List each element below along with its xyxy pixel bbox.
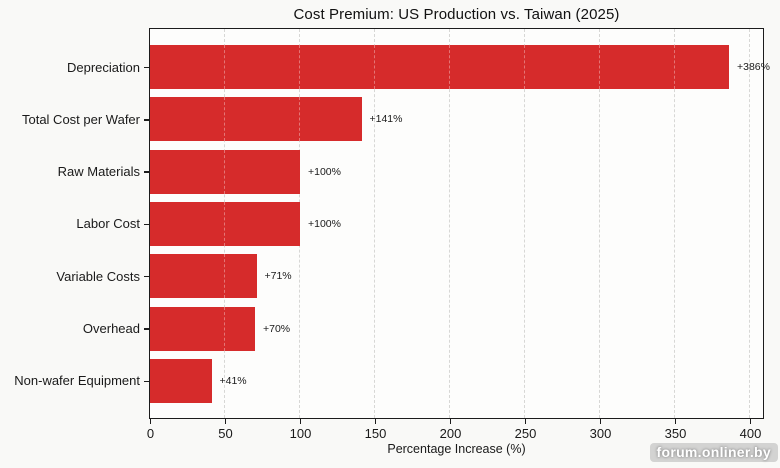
category-label: Total Cost per Wafer [21, 111, 140, 127]
x-tick-mark [374, 419, 377, 424]
y-tick-mark [144, 66, 149, 69]
x-tick-label: 0 [146, 426, 155, 441]
bar-value-label: +71% [264, 270, 292, 283]
bar-value-label: +100% [308, 165, 341, 178]
x-tick-label: 150 [364, 426, 387, 441]
x-axis-title: Percentage Increase (%) [387, 442, 526, 456]
bar-value-label: +41% [219, 374, 247, 387]
gridline [749, 29, 750, 418]
x-tick-label: 50 [218, 426, 233, 441]
x-tick-mark [599, 419, 602, 424]
gridline-over-bar [224, 97, 225, 142]
gridline-over-bar [299, 45, 300, 89]
bar [150, 97, 362, 142]
category-label: Variable Costs [56, 268, 140, 284]
bar-value-label: +100% [308, 217, 341, 230]
gridline [599, 29, 600, 418]
bar-value-label: +70% [263, 322, 291, 335]
gridline [449, 29, 450, 418]
x-tick-label: 350 [664, 426, 687, 441]
y-tick-mark [144, 380, 149, 383]
category-label: Labor Cost [76, 216, 140, 232]
category-label: Raw Materials [57, 164, 140, 180]
gridline-over-bar [374, 45, 375, 89]
category-label: Depreciation [67, 59, 140, 75]
bar [150, 45, 729, 89]
bar [150, 201, 300, 246]
x-tick-mark [449, 419, 452, 424]
bar-value-label: +141% [369, 113, 403, 126]
gridline-over-bar [224, 254, 225, 299]
category-label: Overhead [82, 321, 140, 336]
gridline-over-bar [674, 45, 675, 89]
x-tick-mark [674, 419, 677, 424]
gridline [674, 29, 675, 418]
plot-area: +386% +141% +100% +100% +71% +70% +41% [149, 28, 770, 419]
x-tick-label: 300 [589, 426, 612, 441]
bar [150, 358, 212, 403]
bar [150, 149, 300, 194]
x-tick-label: 400 [739, 426, 762, 441]
gridline-over-bar [449, 45, 450, 89]
x-tick-mark [749, 419, 752, 424]
gridline [524, 29, 525, 418]
chart-title: Cost Premium: US Production vs. Taiwan (… [293, 6, 620, 23]
gridline-over-bar [224, 149, 225, 194]
gridline-over-bar [599, 45, 600, 89]
gridline-over-bar [299, 97, 300, 142]
y-tick-mark [144, 171, 149, 173]
bar-value-label: +386% [737, 61, 770, 73]
watermark: forum.onliner.by [649, 443, 778, 462]
x-tick-label: 100 [289, 426, 312, 441]
x-tick-mark [299, 419, 302, 424]
x-tick-mark [524, 419, 527, 424]
x-tick-label: 200 [439, 426, 462, 441]
x-tick-mark [224, 419, 227, 424]
gridline-over-bar [224, 45, 225, 89]
bar [150, 306, 255, 351]
category-label: Non-wafer Equipment [14, 373, 140, 389]
gridline [374, 29, 375, 418]
y-tick-mark [144, 275, 149, 278]
y-tick-mark [144, 119, 149, 121]
gridline-over-bar [224, 306, 225, 351]
y-tick-mark [144, 223, 149, 226]
gridline-over-bar [524, 45, 525, 89]
gridline-over-bar [224, 201, 225, 246]
y-tick-mark [144, 328, 149, 330]
x-tick-label: 250 [514, 426, 537, 441]
bar [150, 254, 257, 299]
x-tick-mark [149, 419, 152, 424]
